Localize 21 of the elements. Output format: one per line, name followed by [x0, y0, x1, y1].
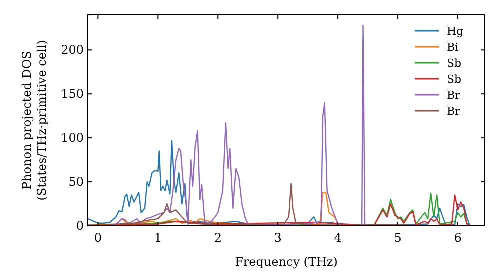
legend-label: Sb — [447, 73, 462, 86]
y-tick-label: 200 — [61, 43, 84, 58]
x-tick-label: 3 — [274, 231, 282, 245]
legend-label: Br — [447, 89, 462, 102]
x-tick-label: 1 — [154, 231, 162, 245]
y-tick-label: 100 — [61, 131, 84, 146]
y-axis-title: Phonon projected DOS (States/THz·primitive cell) — [20, 40, 49, 201]
line-series — [88, 140, 471, 226]
x-tick-label: 4 — [334, 231, 342, 245]
legend-label: Sb — [447, 57, 462, 70]
x-tick-label: 0 — [94, 231, 102, 245]
x-axis-title: Frequency (THz) — [235, 255, 338, 269]
y-tick-label: 50 — [68, 175, 84, 190]
legend-label: Hg — [447, 25, 464, 38]
x-tick-label: 5 — [394, 231, 402, 245]
legend-label: Br — [447, 105, 462, 118]
y-tick-label: 150 — [61, 87, 84, 102]
x-tick-label: 2 — [214, 231, 222, 245]
y-tick-label: 0 — [76, 219, 84, 233]
x-tick-label: 6 — [454, 231, 462, 245]
legend-label: Bi — [447, 41, 460, 54]
